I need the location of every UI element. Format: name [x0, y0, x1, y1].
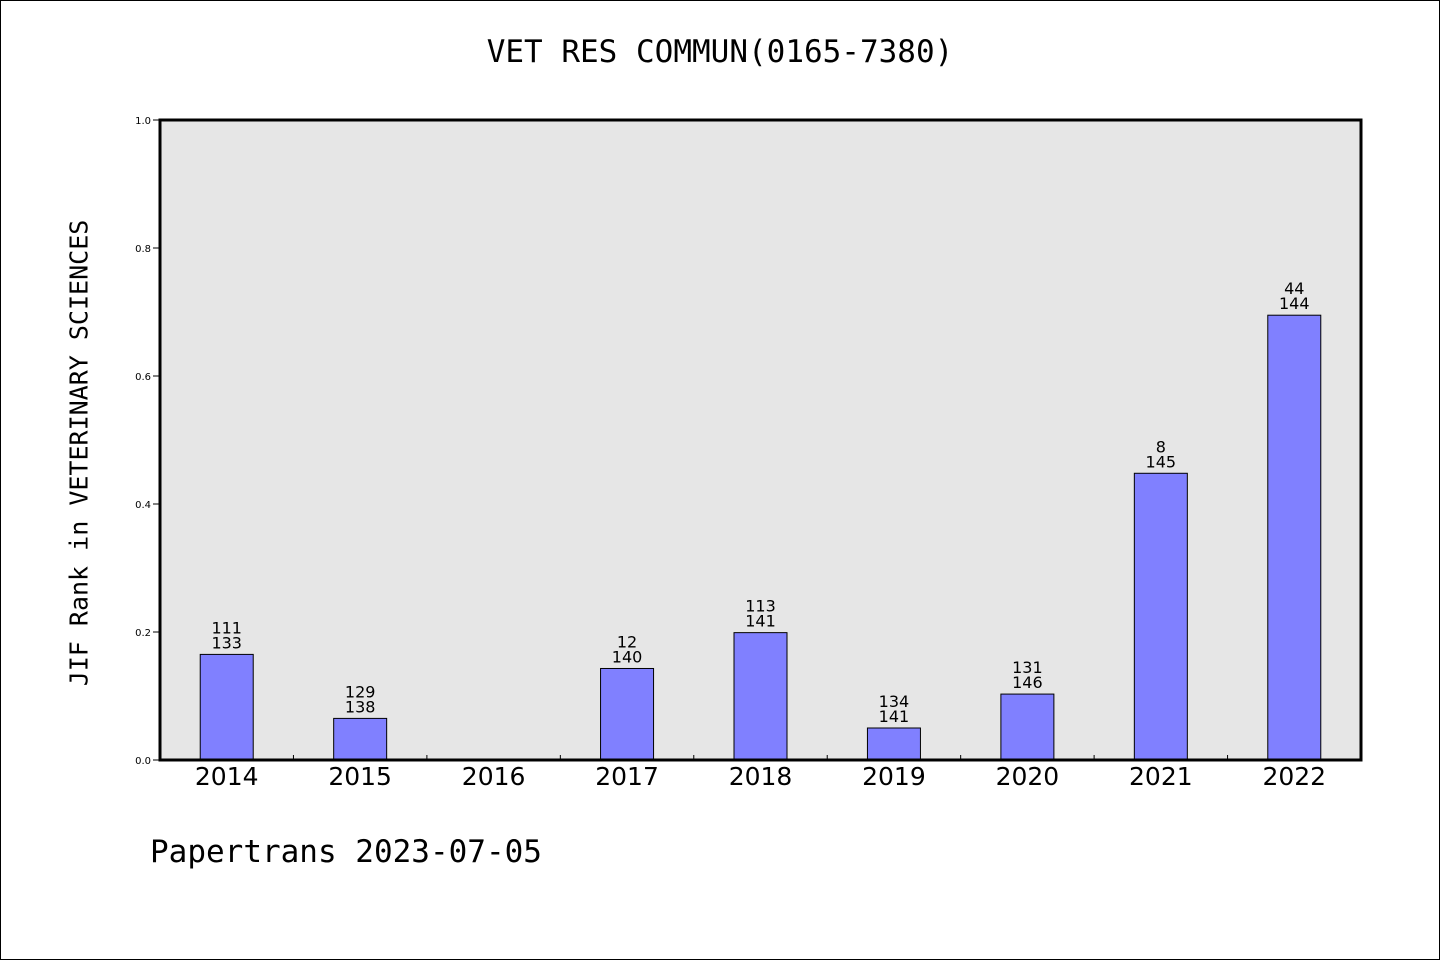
bar — [333, 717, 388, 761]
bar-rank-label: 111 — [211, 618, 242, 637]
bar — [600, 667, 655, 761]
y-tick-label: 1.0 — [135, 116, 151, 127]
x-tick-label: 2014 — [195, 762, 259, 791]
bar-total-label: 140 — [612, 647, 643, 666]
x-tick-label: 2019 — [862, 762, 926, 791]
x-tick-label: 2018 — [729, 762, 793, 791]
footer-credit: Papertrans 2023-07-05 — [150, 834, 542, 870]
bar-total-label: 141 — [745, 612, 776, 631]
x-tick-label: 2017 — [595, 762, 659, 791]
bar-total-label: 138 — [345, 697, 376, 716]
bar-rank-label: 134 — [879, 692, 910, 711]
bar-total-label: 141 — [879, 707, 910, 726]
y-tick-label: 0.2 — [135, 628, 151, 639]
bar — [1267, 314, 1322, 761]
bar — [1000, 693, 1055, 761]
x-tick-label: 2022 — [1262, 762, 1326, 791]
bar-rank-label: 113 — [745, 597, 776, 616]
bar-total-label: 146 — [1012, 673, 1043, 692]
x-tick-label: 2015 — [328, 762, 392, 791]
y-tick-label: 0.6 — [135, 372, 151, 383]
bar — [199, 653, 254, 761]
bar-rank-label: 12 — [617, 632, 637, 651]
x-tick-label: 2020 — [996, 762, 1060, 791]
y-tick-label: 0.0 — [135, 756, 151, 767]
plot-border — [158, 118, 1363, 762]
bar — [1133, 472, 1188, 761]
bar-total-label: 145 — [1146, 452, 1177, 471]
bar-rank-label: 129 — [345, 682, 376, 701]
chart-title: VET RES COMMUN(0165-7380) — [486, 34, 954, 70]
x-tick-label: 2016 — [462, 762, 526, 791]
bar-rank-label: 131 — [1012, 658, 1043, 677]
x-tick-label: 2021 — [1129, 762, 1193, 791]
y-tick-label: 0.4 — [135, 500, 151, 511]
bar — [733, 632, 788, 761]
bar-total-label: 133 — [211, 633, 242, 652]
bar-rank-label: 44 — [1284, 279, 1304, 298]
y-tick-label: 0.8 — [135, 244, 151, 255]
bar — [866, 727, 921, 761]
bar-total-label: 144 — [1279, 294, 1310, 313]
bar-rank-label: 8 — [1156, 437, 1166, 456]
